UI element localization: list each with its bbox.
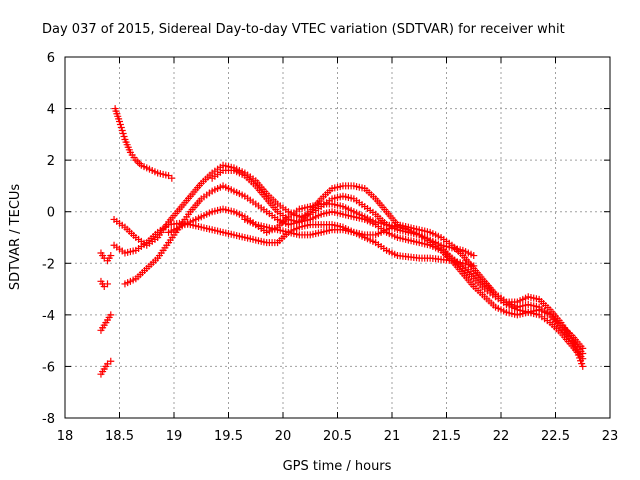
x-tick-label: 20 — [275, 429, 292, 444]
series-trace-4 — [121, 182, 587, 352]
data-point — [107, 311, 115, 319]
data-point — [120, 133, 128, 141]
data-point — [119, 129, 127, 137]
data-point — [118, 126, 126, 134]
grid-lines — [65, 57, 610, 418]
y-tick-label: 2 — [47, 154, 55, 169]
x-tick-label: 21 — [384, 429, 401, 444]
y-tick-label: -6 — [42, 360, 55, 375]
data-point — [107, 357, 115, 365]
series-trace-6 — [208, 166, 587, 358]
x-tick-label: 19.5 — [214, 429, 243, 444]
x-tick-label: 20.5 — [323, 429, 352, 444]
x-axis-label: GPS time / hours — [283, 459, 392, 474]
data-point — [470, 252, 478, 260]
x-tick-label: 18.5 — [105, 429, 134, 444]
y-tick-label: 4 — [47, 103, 55, 118]
x-tick-label: 22.5 — [541, 429, 570, 444]
plot-frame — [64, 56, 611, 419]
y-tick-label: 0 — [47, 206, 55, 221]
x-tick-label: 22 — [493, 429, 510, 444]
data-point — [104, 280, 112, 288]
data-point — [116, 120, 124, 128]
data-point — [168, 174, 176, 182]
series-trace-11 — [97, 357, 115, 378]
series-trace-1 — [111, 105, 176, 182]
x-tick-label: 21.5 — [432, 429, 461, 444]
data-point — [134, 158, 142, 166]
series-trace-7 — [241, 215, 587, 370]
y-tick-label: -4 — [42, 309, 55, 324]
series-trace-9 — [97, 277, 112, 290]
data-point — [116, 117, 123, 125]
data-point — [579, 362, 587, 370]
y-axis-label: SDTVAR / TECUs — [8, 184, 23, 291]
data-point — [579, 350, 587, 358]
chart-title: Day 037 of 2015, Sidereal Day-to-day VTE… — [42, 22, 565, 37]
data-point — [107, 252, 115, 260]
x-tick-label: 23 — [602, 429, 619, 444]
series-trace-8 — [97, 249, 115, 265]
series-trace-10 — [97, 311, 115, 334]
data-series — [97, 105, 587, 378]
y-tick-label: -8 — [42, 412, 55, 427]
data-point — [117, 123, 125, 131]
y-tick-label: -2 — [42, 257, 55, 272]
x-tick-labels: 18 18.5 19 19.5 20 20.5 21 21.5 22 22.5 23 — [57, 429, 619, 444]
y-tick-labels: -8 -6 -4 -2 0 2 4 6 — [42, 51, 55, 427]
x-tick-label: 18 — [57, 429, 74, 444]
x-tick-label: 19 — [166, 429, 183, 444]
y-tick-label: 6 — [47, 51, 55, 66]
